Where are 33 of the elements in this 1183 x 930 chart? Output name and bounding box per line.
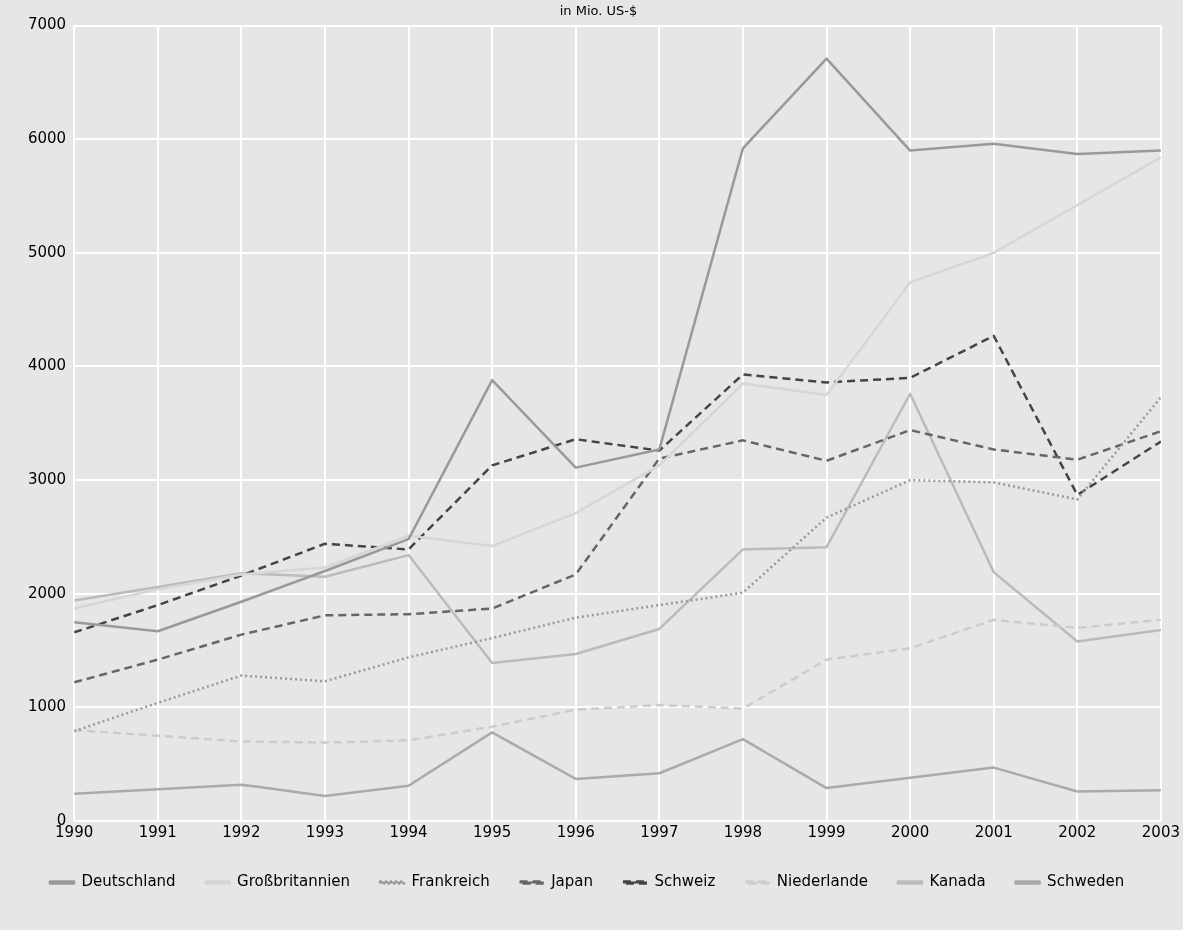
legend-label: Deutschland xyxy=(81,872,176,891)
legend-label: Japan xyxy=(550,872,593,891)
legend-label: Großbritannien xyxy=(237,872,351,891)
y-tick-label: 4000 xyxy=(27,356,67,375)
x-tick-label: 1993 xyxy=(305,822,345,841)
x-tick-label: 1997 xyxy=(640,822,679,841)
line-series xyxy=(74,334,1161,634)
line-series xyxy=(74,395,1161,733)
legend-label: Schweden xyxy=(1047,872,1125,891)
legend-label: Frankreich xyxy=(411,872,490,891)
y-tick-label: 3000 xyxy=(27,470,67,488)
y-tick-label: 5000 xyxy=(27,242,67,261)
x-tick-label: 1994 xyxy=(389,822,428,841)
x-tick-label: 2000 xyxy=(891,822,930,841)
x-tick-label: 1995 xyxy=(473,822,512,841)
line-series xyxy=(74,618,1161,744)
legend-label: Schweiz xyxy=(654,872,716,891)
y-tick-label: 7000 xyxy=(27,15,67,34)
line-series xyxy=(74,428,1161,684)
x-tick-label: 1999 xyxy=(807,822,846,841)
x-tick-label: 1992 xyxy=(222,822,261,841)
x-tick-label: 2002 xyxy=(1058,822,1097,841)
y-tick-label: 2000 xyxy=(27,583,67,602)
legend-label: Niederlande xyxy=(776,872,868,891)
x-tick-label: 2003 xyxy=(1141,822,1181,841)
legend-label: Kanada xyxy=(929,872,986,891)
y-tick-label: 6000 xyxy=(27,129,67,148)
chart-title: in Mio. US-$ xyxy=(559,3,638,19)
x-tick-label: 1996 xyxy=(556,822,595,841)
x-tick-label: 2001 xyxy=(974,822,1013,841)
y-tick-label: 1000 xyxy=(27,697,67,716)
x-tick-label: 1991 xyxy=(138,822,177,841)
x-tick-label: 1998 xyxy=(723,822,763,841)
